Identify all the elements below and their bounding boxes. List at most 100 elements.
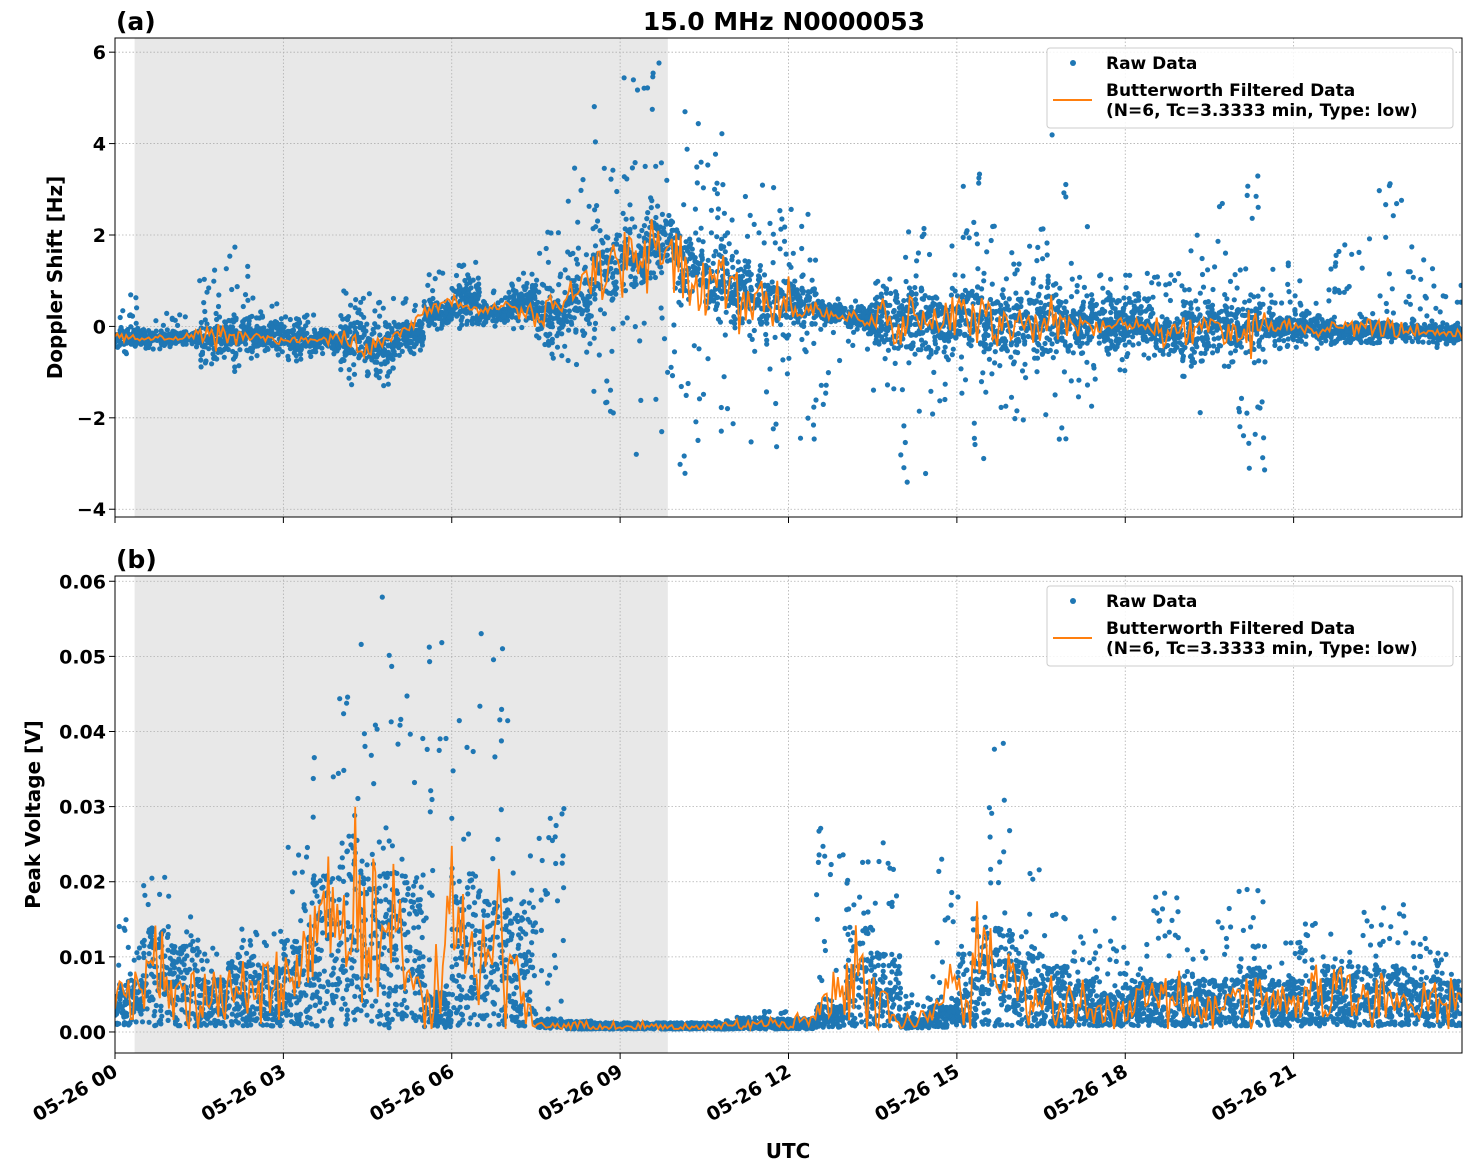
raw-data-point bbox=[742, 268, 748, 275]
raw-data-point bbox=[696, 396, 703, 402]
raw-data-point bbox=[133, 295, 139, 301]
raw-data-point bbox=[386, 342, 392, 348]
raw-data-point bbox=[1079, 305, 1085, 311]
raw-data-point bbox=[353, 297, 359, 303]
raw-data-point bbox=[650, 70, 656, 76]
raw-data-point bbox=[715, 316, 722, 322]
raw-data-point bbox=[767, 220, 773, 226]
raw-data-point bbox=[401, 321, 407, 327]
raw-data-point bbox=[722, 233, 728, 239]
raw-data-point bbox=[777, 246, 783, 252]
raw-data-point bbox=[296, 319, 303, 325]
raw-data-point bbox=[601, 311, 608, 317]
raw-data-point bbox=[1272, 319, 1278, 325]
raw-data-point bbox=[694, 164, 700, 170]
raw-data-point bbox=[512, 290, 518, 296]
raw-data-point bbox=[468, 285, 474, 291]
raw-data-point bbox=[607, 387, 614, 393]
raw-data-point bbox=[1044, 252, 1050, 258]
raw-data-point bbox=[744, 233, 751, 239]
raw-data-point bbox=[549, 340, 555, 346]
raw-data-point bbox=[578, 187, 584, 193]
raw-data-point bbox=[757, 263, 764, 269]
raw-data-point bbox=[671, 349, 678, 355]
raw-data-point bbox=[466, 291, 473, 297]
raw-data-point bbox=[348, 302, 354, 308]
raw-data-point bbox=[1151, 274, 1158, 280]
raw-data-point bbox=[1251, 294, 1257, 300]
raw-data-point bbox=[1136, 341, 1142, 347]
raw-data-point bbox=[735, 259, 741, 265]
raw-data-point bbox=[290, 327, 296, 333]
raw-data-point bbox=[369, 357, 375, 363]
raw-data-point bbox=[746, 277, 753, 283]
raw-data-point bbox=[1012, 349, 1018, 355]
raw-data-point bbox=[592, 139, 599, 145]
raw-data-point bbox=[457, 284, 463, 290]
raw-data-point bbox=[698, 225, 704, 231]
raw-data-point bbox=[365, 369, 371, 375]
raw-data-point bbox=[162, 341, 168, 347]
raw-data-point bbox=[1059, 425, 1065, 431]
raw-data-point bbox=[603, 400, 609, 406]
raw-data-point bbox=[1223, 304, 1229, 310]
raw-data-point bbox=[223, 266, 229, 272]
raw-data-point bbox=[1077, 343, 1083, 349]
raw-data-point bbox=[749, 287, 755, 293]
raw-data-point bbox=[606, 290, 612, 296]
raw-data-point bbox=[999, 346, 1005, 352]
raw-data-point bbox=[652, 274, 659, 281]
raw-data-point bbox=[430, 288, 436, 294]
raw-data-point bbox=[1148, 314, 1154, 320]
raw-data-point bbox=[949, 352, 955, 358]
raw-data-point bbox=[242, 292, 249, 298]
raw-data-point bbox=[1333, 252, 1339, 258]
raw-data-point bbox=[726, 241, 732, 247]
raw-data-point bbox=[1301, 316, 1307, 322]
raw-data-point bbox=[796, 293, 802, 299]
raw-data-point bbox=[1332, 263, 1338, 269]
raw-data-point bbox=[906, 229, 912, 235]
raw-data-point bbox=[252, 338, 259, 344]
raw-data-point bbox=[700, 391, 707, 397]
raw-data-point bbox=[281, 324, 287, 330]
raw-data-point bbox=[603, 234, 609, 240]
raw-data-point bbox=[383, 323, 389, 329]
raw-data-point bbox=[770, 231, 777, 237]
raw-data-point bbox=[286, 334, 292, 340]
raw-data-point bbox=[930, 411, 936, 417]
raw-data-point bbox=[912, 321, 918, 327]
raw-data-point bbox=[1069, 276, 1075, 282]
raw-data-point bbox=[1285, 342, 1291, 348]
raw-data-point bbox=[811, 340, 817, 346]
raw-data-point bbox=[1030, 298, 1036, 304]
raw-data-point bbox=[834, 307, 840, 313]
raw-data-point bbox=[546, 286, 552, 292]
raw-data-point bbox=[556, 282, 562, 288]
raw-data-point bbox=[1078, 350, 1085, 356]
raw-data-point bbox=[400, 300, 406, 306]
raw-data-point bbox=[711, 253, 717, 259]
raw-data-point bbox=[959, 317, 965, 323]
raw-data-point bbox=[746, 319, 752, 325]
raw-data-point bbox=[1224, 316, 1230, 323]
raw-data-point bbox=[1075, 394, 1082, 400]
raw-data-point bbox=[986, 356, 993, 362]
raw-data-point bbox=[692, 206, 699, 212]
raw-data-point bbox=[681, 453, 687, 459]
raw-data-point bbox=[1140, 334, 1146, 340]
raw-data-point bbox=[1270, 266, 1276, 272]
raw-data-point bbox=[1263, 330, 1269, 336]
raw-data-point bbox=[751, 327, 757, 334]
raw-data-point bbox=[1193, 298, 1199, 304]
raw-data-point bbox=[903, 254, 909, 260]
raw-data-point bbox=[1012, 271, 1018, 277]
raw-data-point bbox=[1022, 338, 1028, 344]
raw-data-point bbox=[1092, 376, 1098, 382]
raw-data-point bbox=[737, 276, 744, 282]
raw-data-point bbox=[534, 333, 540, 339]
raw-data-point bbox=[926, 295, 932, 301]
raw-data-point bbox=[377, 332, 383, 338]
raw-data-point bbox=[1008, 394, 1015, 400]
raw-data-point bbox=[600, 240, 606, 246]
